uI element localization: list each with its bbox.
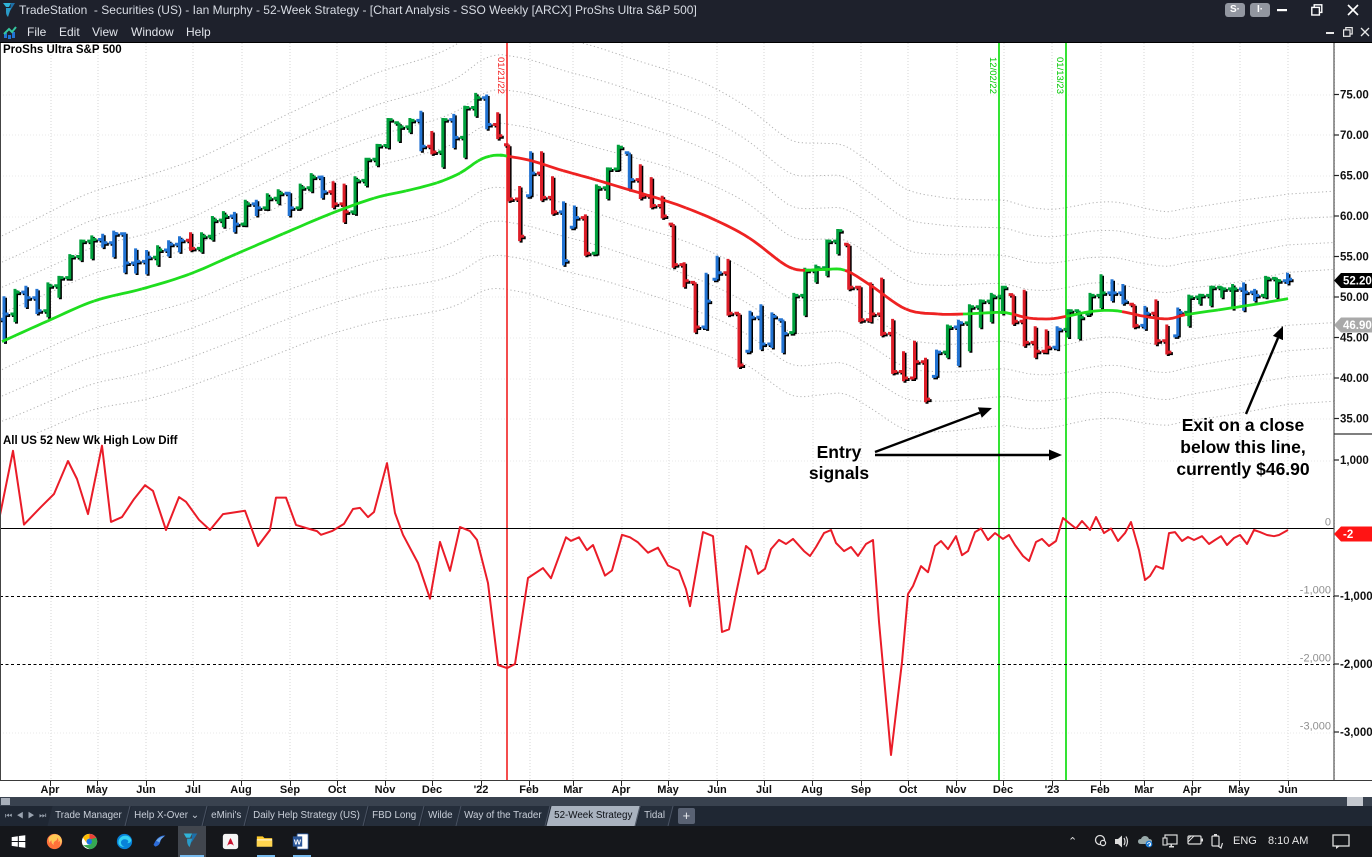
svg-text:55.00: 55.00 (1340, 252, 1369, 264)
svg-text:below this line,: below this line, (1180, 437, 1305, 457)
svg-text:75.00: 75.00 (1340, 90, 1369, 102)
svg-text:35.00: 35.00 (1340, 414, 1369, 426)
svg-text:-2,000: -2,000 (1300, 653, 1331, 665)
svg-text:65.00: 65.00 (1340, 171, 1369, 183)
svg-text:-1,000: -1,000 (1300, 585, 1331, 597)
svg-text:1,000: 1,000 (1340, 455, 1369, 467)
svg-text:01/21/22: 01/21/22 (495, 57, 506, 94)
svg-text:Entry: Entry (817, 442, 862, 462)
svg-text:60.00: 60.00 (1340, 211, 1369, 223)
svg-text:01/13/23: 01/13/23 (1054, 57, 1065, 94)
svg-text:Exit on a close: Exit on a close (1182, 415, 1305, 435)
svg-text:45.00: 45.00 (1340, 333, 1369, 345)
svg-text:All US 52 New Wk High Low Diff: All US 52 New Wk High Low Diff (3, 435, 178, 447)
svg-text:12/02/22: 12/02/22 (987, 57, 998, 94)
svg-text:W: W (294, 837, 302, 846)
svg-text:-1,000: -1,000 (1340, 591, 1372, 603)
svg-text:0: 0 (1325, 517, 1331, 529)
svg-text:70.00: 70.00 (1340, 130, 1369, 142)
svg-text:-2: -2 (1343, 529, 1353, 541)
svg-text:50.00: 50.00 (1340, 292, 1369, 304)
svg-text:ProShs Ultra S&P 500: ProShs Ultra S&P 500 (3, 44, 122, 56)
svg-text:40.00: 40.00 (1340, 373, 1369, 385)
svg-text:52.20: 52.20 (1343, 276, 1372, 288)
svg-text:signals: signals (809, 463, 870, 483)
svg-text:currently $46.90: currently $46.90 (1176, 459, 1310, 479)
svg-text:-2,000: -2,000 (1340, 659, 1372, 671)
svg-text:46.90: 46.90 (1343, 320, 1372, 332)
svg-text:-3,000: -3,000 (1340, 727, 1372, 739)
svg-text:-3,000: -3,000 (1300, 721, 1331, 733)
